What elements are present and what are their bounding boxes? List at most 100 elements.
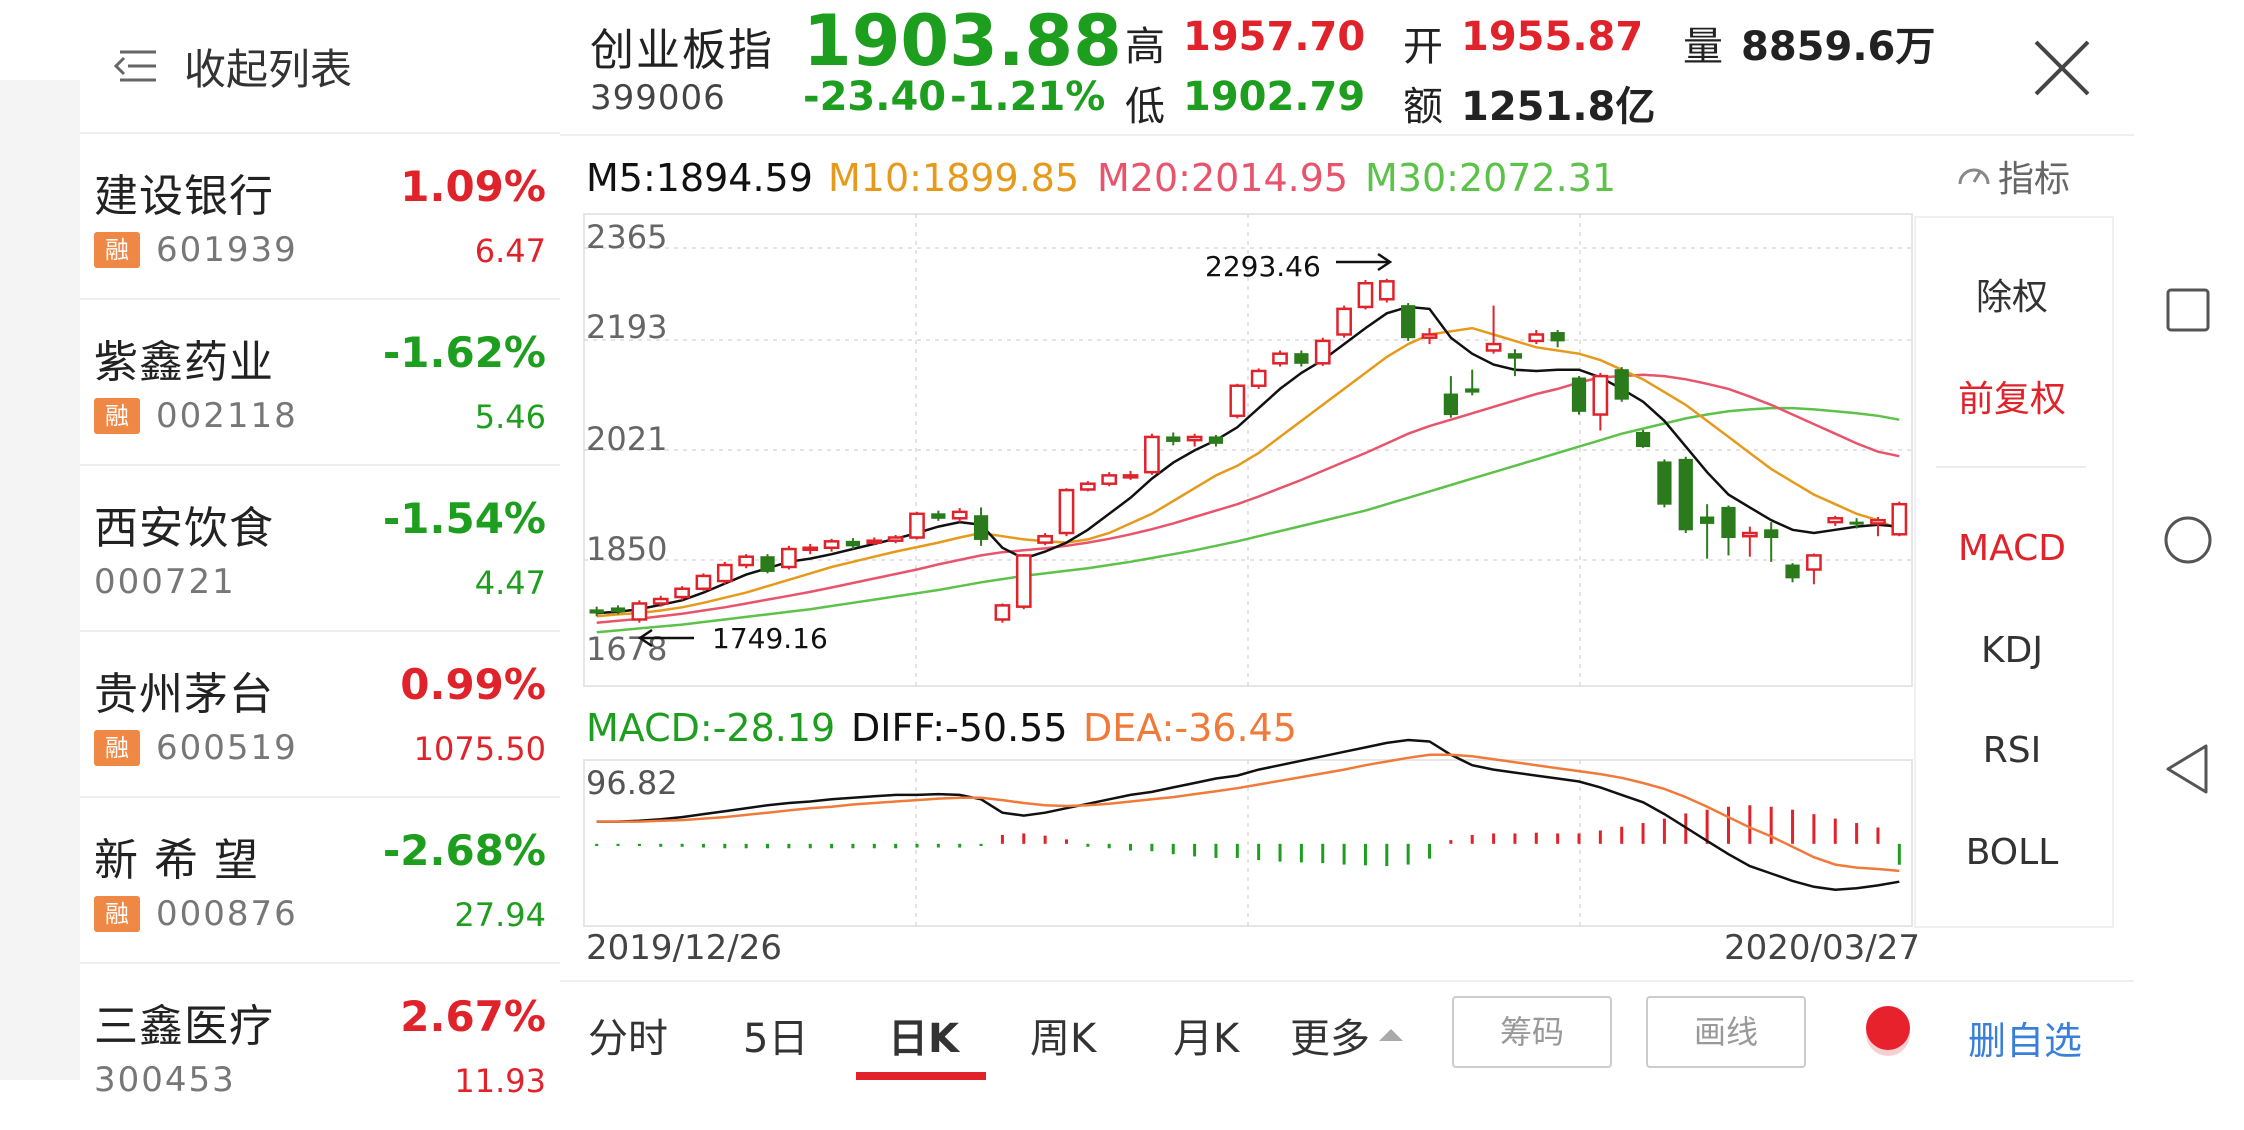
stock-price: 1075.50 [413, 730, 546, 768]
dea-value: DEA:-36.45 [1083, 706, 1297, 750]
open-label: 开 [1403, 24, 1443, 70]
candle-body-up [1336, 307, 1352, 336]
menu-macd[interactable]: MACD [1958, 528, 2066, 569]
menu-rsi[interactable]: RSI [1982, 730, 2042, 771]
margin-tag: 融 [94, 896, 140, 932]
candle-body-down [1657, 461, 1672, 505]
close-icon[interactable] [2030, 36, 2094, 100]
record-dot-icon [1866, 1006, 1910, 1056]
collapse-list-button[interactable]: 收起列表 [110, 36, 352, 96]
candle-body-up [1357, 281, 1374, 309]
price-axis-label: 1850 [586, 530, 667, 568]
stock-code: 002118 [156, 396, 298, 436]
menu-kdj[interactable]: KDJ [1981, 630, 2043, 671]
kline-chart[interactable]: 2365 2193 2021 1850 1678 [0, 0, 2244, 1080]
candle-body-up [652, 597, 669, 605]
volume-value: 8859.6万 [1741, 24, 1936, 70]
back-triangle-icon[interactable] [2164, 742, 2212, 796]
ma20-line [596, 373, 1900, 624]
dea-line [596, 753, 1900, 873]
menu-qianfuquan[interactable]: 前复权 [1957, 379, 2066, 420]
tab-daily-k[interactable]: 日K [888, 1016, 959, 1062]
candle-body-down [1571, 377, 1587, 412]
candle-body-down [1700, 516, 1715, 524]
stock-row[interactable]: 建设银行 1.09% 融 601939 6.47 [80, 132, 560, 300]
ma30-line [596, 406, 1900, 634]
tab-monthly-k[interactable]: 月K [1173, 1016, 1240, 1062]
tab-more-label: 更多 [1290, 1016, 1370, 1062]
candle-body-down [1465, 388, 1480, 393]
stock-code: 601939 [156, 230, 298, 270]
stock-name: 贵州茅台 [94, 669, 274, 720]
max-price-label: 2293.46 [1205, 250, 1321, 283]
open-value: 1955.87 [1461, 14, 1644, 60]
menu-chuquan[interactable]: 除权 [1975, 277, 2048, 318]
candle-body-down [1678, 458, 1693, 531]
candle-body-down [1208, 436, 1224, 444]
home-circle-icon[interactable] [2162, 514, 2214, 566]
candle-body-up [1101, 474, 1118, 485]
indicator-button[interactable]: 指标 [1956, 150, 2070, 202]
ma10-line [596, 326, 1900, 618]
ma5-value: M5:1894.59 [586, 156, 813, 200]
watchlist-panel: 收起列表 建设银行 1.09% 融 601939 6.47 紫鑫药业 -1.62% 融 0021… [0, 0, 562, 1100]
candle-body-down [1401, 305, 1416, 339]
candle-body-up [866, 539, 883, 544]
tab-weekly-k[interactable]: 周K [1030, 1016, 1097, 1062]
stock-row[interactable]: 西安饮食 -1.54% 000721 4.47 [80, 464, 560, 632]
stock-price: 27.94 [454, 896, 546, 934]
diff-value: DIFF:-50.55 [851, 706, 1068, 750]
candle-body-down [973, 515, 989, 540]
candle-body-up [1314, 339, 1331, 365]
stock-price: 6.47 [474, 232, 546, 270]
candle-body-up [1058, 488, 1075, 535]
max-arrow-icon [1336, 252, 1393, 272]
collapse-list-label: 收起列表 [184, 44, 353, 94]
ma20-value: M20:2014.95 [1097, 156, 1349, 200]
ma-lines [596, 305, 1900, 634]
stock-row[interactable]: 贵州茅台 0.99% 融 600519 1075.50 [80, 630, 560, 798]
candle-body-up [823, 540, 840, 549]
candle-body-up [1037, 534, 1053, 544]
tab-divider [560, 980, 2134, 982]
candle-body-down [1443, 393, 1458, 416]
min-arrow-icon [637, 628, 694, 648]
start-date: 2019/12/26 [586, 928, 782, 968]
ma30-value: M30:2072.31 [1365, 156, 1617, 200]
margin-tag: 融 [94, 232, 140, 268]
tab-5day[interactable]: 5日 [743, 1016, 809, 1062]
candle-body-up [1592, 374, 1609, 416]
recents-square-icon[interactable] [2164, 286, 2212, 334]
candle-body-down [1635, 431, 1651, 448]
price-axis-label: 2193 [586, 308, 667, 346]
index-code: 399006 [590, 78, 726, 118]
header-divider [560, 134, 2134, 136]
candle-body-up [1870, 518, 1886, 525]
index-change-pct: -1.21% [950, 74, 1106, 120]
low-label: 低 [1125, 84, 1165, 130]
candle-body-up [1485, 342, 1502, 352]
gauge-icon [1958, 168, 1990, 185]
candle-body-up [781, 547, 797, 569]
stock-row[interactable]: 新 希 望 -2.68% 融 000876 27.94 [80, 796, 560, 964]
stock-change-pct: 0.99% [400, 660, 546, 709]
draw-line-button[interactable]: 画线 [1646, 996, 1806, 1068]
remove-watchlist-button[interactable]: 删自选 [1968, 1019, 2083, 1063]
stock-code: 000876 [156, 894, 298, 934]
index-price: 1903.88 [803, 0, 1122, 82]
candle-body-up [1741, 531, 1758, 538]
stock-change-pct: 2.67% [400, 992, 546, 1041]
candle-body-up [1186, 435, 1203, 442]
chip-button[interactable]: 筹码 [1452, 996, 1612, 1068]
candle-body-down [760, 556, 775, 572]
menu-boll[interactable]: BOLL [1965, 832, 2059, 873]
stock-row[interactable]: 紫鑫药业 -1.62% 融 002118 5.46 [80, 298, 560, 466]
tab-intraday[interactable]: 分时 [588, 1016, 668, 1062]
candle-body-down [1785, 564, 1800, 579]
candle-body-down [610, 607, 626, 613]
candle-body-up [887, 536, 904, 542]
tab-more[interactable]: 更多 [1290, 1006, 1406, 1064]
candle-body-up [1122, 474, 1139, 479]
macd-value: MACD:-28.19 [586, 706, 836, 750]
ma5-line [596, 305, 1900, 615]
